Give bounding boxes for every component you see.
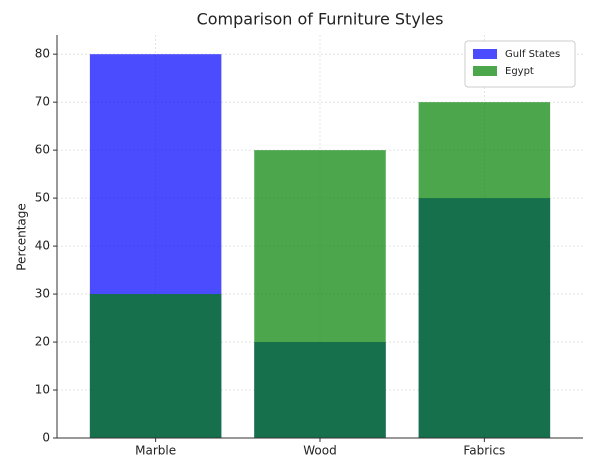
y-tick-label: 30	[35, 287, 50, 301]
bar	[254, 150, 386, 438]
bar	[89, 294, 222, 438]
x-tick-label: Wood	[303, 444, 336, 457]
chart-title: Comparison of Furniture Styles	[197, 10, 444, 29]
x-tick-label: Fabrics	[463, 444, 505, 457]
y-tick-label: 40	[35, 239, 50, 253]
y-tick-label: 60	[35, 143, 50, 157]
bar	[418, 102, 551, 439]
y-tick-label: 20	[35, 335, 50, 349]
y-tick-label: 70	[35, 95, 50, 109]
legend: Gulf States Egypt	[464, 40, 576, 88]
y-axis-label: Percentage	[15, 203, 29, 271]
y-tick-label: 0	[42, 431, 50, 445]
legend-box	[464, 40, 576, 88]
y-tick-label: 10	[35, 383, 50, 397]
legend-label: Egypt	[505, 66, 534, 77]
x-tick-label: Marble	[135, 444, 176, 457]
y-tick-label: 80	[35, 47, 50, 61]
axes-frame	[56, 35, 583, 439]
legend-swatch	[473, 49, 497, 59]
legend-swatch	[473, 66, 497, 76]
y-tick-label: 50	[35, 191, 50, 205]
legend-label: Gulf States	[505, 49, 560, 60]
